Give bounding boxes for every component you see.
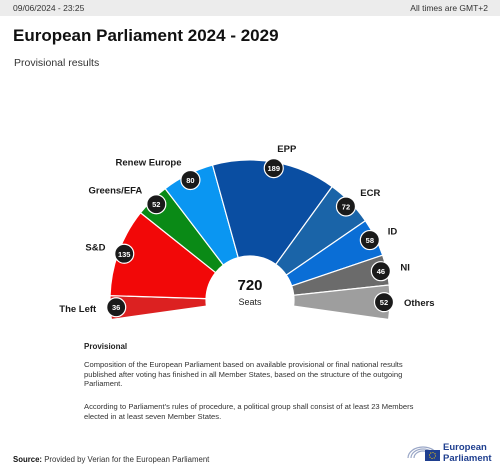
total-seats-value: 720 [237, 277, 262, 294]
page-subtitle: Provisional results [14, 57, 100, 69]
seat-count-greens-efa: 52 [152, 200, 160, 209]
seat-badge-the-left [106, 297, 127, 318]
seat-count-id: 58 [366, 236, 374, 245]
logo-line-2: Parliament [443, 452, 492, 464]
parliament-logo-icon [407, 446, 440, 461]
seat-count-renew-europe: 80 [186, 176, 194, 185]
seat-badge-s-d [114, 243, 135, 264]
party-label-others: Others [404, 298, 435, 309]
seat-badge-greens-efa [146, 194, 167, 215]
seat-count-ni: 46 [377, 267, 385, 276]
notes-paragraph-1: Composition of the European Parliament b… [84, 360, 403, 389]
seat-badge-renew-europe [180, 169, 201, 191]
logo-line-1: European [443, 442, 487, 453]
center-disc [207, 257, 293, 330]
european-parliament-logo: European Parliament [405, 440, 495, 466]
party-label-renew-europe: Renew Europe [116, 158, 182, 169]
party-label-greens-efa: Greens/EFA [88, 185, 142, 196]
top-bar: 09/06/2024 - 23:25 All times are GMT+2 [0, 0, 500, 16]
seat-badge-ecr [335, 196, 357, 217]
source-line: Source: Provided by Verian for the Europ… [13, 455, 209, 464]
party-label-epp: EPP [277, 144, 297, 155]
hemicycle-chart: 36 The Left 135 S&D 52 Greens/EFA 80 Renew Euro… [59, 144, 435, 330]
seat-count-others: 52 [380, 298, 388, 307]
party-label-ni: NI [400, 262, 410, 273]
seat-badge-others [373, 292, 395, 313]
seat-count-ecr: 72 [342, 202, 350, 211]
party-label-s-d: S&D [85, 242, 105, 253]
party-label-the-left: The Left [59, 304, 97, 315]
seat-badge-id [359, 229, 380, 251]
notes-heading: Provisional [84, 342, 128, 351]
timestamp: 09/06/2024 - 23:25 [13, 3, 85, 13]
seat-count-epp: 189 [267, 164, 280, 173]
party-label-ecr: ECR [360, 188, 380, 199]
seat-count-the-left: 36 [112, 303, 120, 312]
party-label-id: ID [388, 227, 398, 238]
notes-paragraph-2: According to Parliament's rules of proce… [84, 402, 414, 421]
total-seats-label: Seats [238, 297, 262, 307]
page-title: European Parliament 2024 - 2029 [13, 26, 279, 45]
seat-count-s-d: 135 [118, 250, 131, 259]
seat-wedge-epp [211, 159, 333, 266]
seat-badge-epp [263, 158, 284, 179]
timezone-note: All times are GMT+2 [410, 3, 488, 13]
source-text: Provided by Verian for the European Parl… [44, 455, 210, 464]
source-label: Source: [13, 455, 43, 464]
seat-badge-ni [370, 261, 391, 282]
